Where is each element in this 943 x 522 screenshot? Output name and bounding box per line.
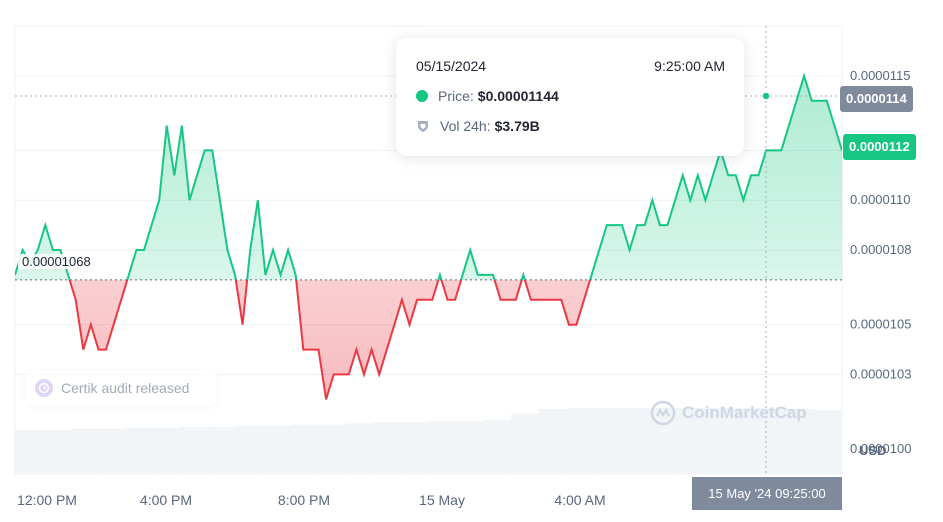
volume-bar xyxy=(704,408,733,474)
tooltip-price-value: $0.00001144 xyxy=(477,88,559,104)
volume-bar xyxy=(814,410,843,474)
tooltip-price-label: Price: xyxy=(438,88,474,104)
volume-bar xyxy=(318,424,347,474)
volume-bar xyxy=(483,420,512,474)
baseline-label: 0.00001068 xyxy=(18,254,95,269)
volume-bars xyxy=(15,408,843,474)
volume-bar xyxy=(511,413,540,474)
volume-bar xyxy=(621,408,650,474)
volume-bar xyxy=(566,408,595,474)
volume-bar xyxy=(456,421,485,474)
certik-clock-icon xyxy=(35,379,53,397)
volume-bar xyxy=(152,427,181,474)
x-tick-label: 12:00 PM xyxy=(17,492,77,508)
price-line-down xyxy=(68,279,592,400)
hover-price-badge: 0.0000114 xyxy=(840,86,913,112)
volume-bar xyxy=(125,427,154,474)
tooltip-volume-value: $3.79B xyxy=(494,118,540,134)
volume-bar xyxy=(263,425,292,474)
area-below-baseline xyxy=(15,279,842,400)
tooltip-date: 05/15/2024 xyxy=(416,58,487,74)
tooltip-price-row: Price: $0.00001144 xyxy=(416,88,559,104)
x-tick-label: 15 May xyxy=(419,492,465,508)
price-series xyxy=(15,26,842,474)
volume-bar xyxy=(759,408,788,474)
volume-bar xyxy=(15,430,44,474)
volume-bar xyxy=(676,408,705,474)
currency-label: USD xyxy=(859,443,887,458)
current-price-badge: 0.0000112 xyxy=(843,134,916,160)
y-tick-label: 0.0000103 xyxy=(850,366,911,381)
volume-bar xyxy=(42,430,71,474)
volume-bar xyxy=(786,409,815,474)
y-tick-label: 0.0000110 xyxy=(850,192,911,207)
coinmarketcap-logo-icon xyxy=(650,400,676,426)
certik-event-marker[interactable]: Certik audit released xyxy=(25,370,217,406)
volume-bar xyxy=(207,426,237,474)
x-tick-label: 8:00 PM xyxy=(278,492,330,508)
volume-bar xyxy=(290,424,319,474)
price-line-up xyxy=(15,72,842,280)
volume-bar xyxy=(428,421,457,474)
hover-tooltip: 05/15/2024 9:25:00 AM Price: $0.00001144… xyxy=(396,38,744,156)
coinmarketcap-watermark: CoinMarketCap xyxy=(650,400,807,426)
volume-shield-icon xyxy=(418,121,428,132)
volume-bar xyxy=(538,409,567,474)
y-tick-label: 0.0000105 xyxy=(850,317,911,332)
certik-event-text: Certik audit released xyxy=(61,380,190,396)
price-dot-icon xyxy=(416,90,428,102)
y-axis: 0.0000100 0.0000103 0.0000105 0.0000108 0.00… xyxy=(850,68,911,456)
volume-bar xyxy=(235,425,264,474)
volume-bar xyxy=(400,422,429,474)
x-tick-label: 4:00 PM xyxy=(140,492,192,508)
volume-bar xyxy=(345,423,374,474)
volume-bar xyxy=(97,428,126,474)
volume-bar xyxy=(180,426,209,474)
volume-bar xyxy=(593,408,622,474)
y-tick-label: 0.0000100 xyxy=(850,441,911,456)
volume-bar xyxy=(70,428,99,474)
y-tick-label: 0.0000115 xyxy=(850,68,911,83)
tooltip-time: 9:25:00 AM xyxy=(654,58,725,74)
y-tick-label: 0.0000108 xyxy=(850,242,911,257)
volume-bar xyxy=(373,422,402,474)
area-above-baseline xyxy=(15,75,842,280)
hover-time-badge: 15 May '24 09:25:00 xyxy=(692,477,842,510)
x-tick-label: 4:00 AM xyxy=(554,492,605,508)
hover-point xyxy=(761,91,771,101)
tooltip-volume-row: Vol 24h: $3.79B xyxy=(416,118,540,134)
x-axis: 12:00 PM 4:00 PM 8:00 PM 15 May 4:00 AM xyxy=(17,492,606,508)
volume-bar xyxy=(731,408,760,474)
watermark-text: CoinMarketCap xyxy=(682,403,807,422)
tooltip-volume-label: Vol 24h: xyxy=(440,118,491,134)
